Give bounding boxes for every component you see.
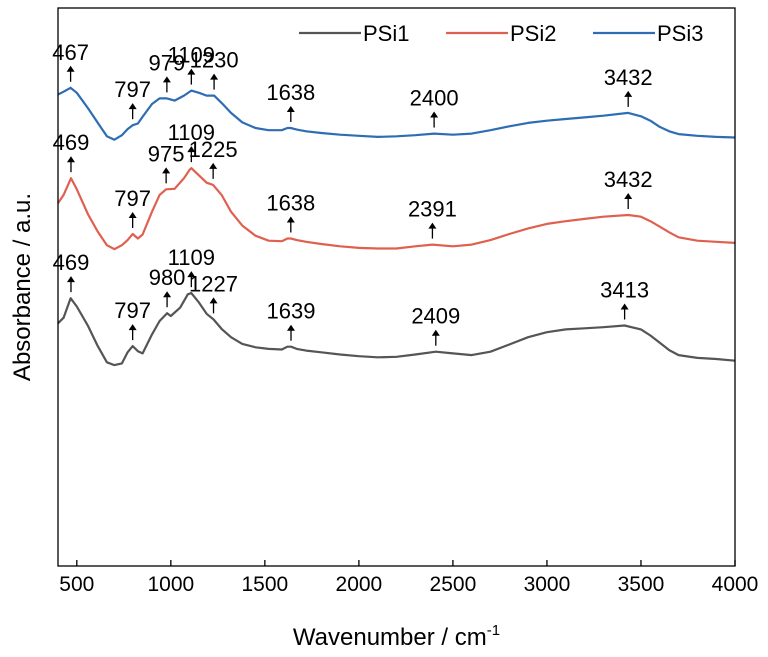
- x-axis-title: Wavenumber / cm-1: [293, 622, 500, 651]
- peak-arrow-head: [624, 193, 633, 200]
- series-line-psi1: [57, 292, 736, 367]
- peak-annotation-psi2-469: 469: [53, 130, 90, 173]
- x-tick-label: 1000: [147, 573, 194, 596]
- peak-annotation-psi3-979: 979: [149, 50, 186, 93]
- series-line-psi3: [57, 86, 736, 141]
- peak-label: 1230: [190, 48, 239, 73]
- peak-annotation-psi3-2400: 2400: [410, 86, 459, 128]
- peak-label: 3432: [604, 65, 653, 90]
- peak-label: 1638: [266, 190, 315, 215]
- x-tick-label: 500: [59, 573, 94, 596]
- legend-label: PSi3: [657, 21, 703, 46]
- peak-annotation-psi3-1109: 1109: [168, 43, 215, 85]
- peak-annotation-psi2-975: 975: [148, 141, 185, 184]
- peak-annotation-psi1-1109: 1109: [168, 245, 215, 288]
- peak-arrow-head: [187, 146, 196, 153]
- legend-label: PSi1: [363, 21, 409, 46]
- peak-annotation-psi2-1638: 1638: [266, 190, 315, 233]
- peak-label: 3413: [600, 278, 649, 303]
- x-tick-label: 2000: [336, 573, 383, 596]
- series-line-psi2: [57, 167, 736, 251]
- peak-arrow-head: [620, 303, 629, 310]
- peak-label: 797: [114, 298, 151, 323]
- peak-label: 2391: [408, 197, 457, 222]
- legend-label: PSi2: [510, 21, 556, 46]
- peak-label: 2409: [411, 304, 460, 329]
- x-axis-ticks: 500 1000 1500 2000 2500 3000 3500 4000: [59, 560, 758, 596]
- peak-label: 469: [53, 250, 90, 275]
- peak-arrow-head: [187, 68, 196, 75]
- peak-annotation-psi3-1638: 1638: [266, 80, 315, 122]
- peak-annotation-psi3-1230: 1230: [190, 48, 239, 90]
- x-axis-title-sup: -1: [487, 622, 500, 639]
- peak-annotation-psi1-2409: 2409: [411, 304, 460, 346]
- x-tick-label: 4000: [712, 573, 759, 596]
- peak-annotation-psi1-3413: 3413: [600, 278, 649, 320]
- peak-annotation-psi1-1639: 1639: [267, 299, 316, 341]
- peak-label: 1225: [189, 137, 238, 162]
- legend: PSi1 PSi2 PSi3: [299, 21, 703, 46]
- peak-label: 980: [149, 265, 186, 290]
- legend-item-psi3: PSi3: [593, 21, 703, 46]
- peak-annotation-psi1-980: 980: [149, 265, 186, 308]
- peak-annotation-psi2-797: 797: [114, 186, 151, 228]
- peak-annotation-psi2-3432: 3432: [604, 167, 653, 210]
- peak-label: 1109: [168, 43, 215, 68]
- peak-label: 975: [148, 141, 185, 166]
- series-layer: [57, 86, 736, 367]
- peak-arrow-head: [187, 271, 196, 278]
- peak-arrow-head: [624, 90, 633, 97]
- peak-label: 1109: [168, 120, 215, 145]
- peak-label: 797: [114, 77, 151, 102]
- peak-arrow-head: [209, 162, 218, 169]
- peak-label: 979: [149, 50, 186, 75]
- legend-item-psi2: PSi2: [446, 21, 556, 46]
- peak-annotation-psi3-3432: 3432: [604, 65, 653, 107]
- peak-label: 469: [53, 130, 90, 155]
- peak-label: 1227: [189, 271, 238, 296]
- peak-arrow-head: [431, 329, 440, 336]
- peak-annotation-psi1-469: 469: [53, 250, 90, 293]
- peak-arrow-head: [286, 216, 295, 223]
- peak-arrow-head: [210, 73, 219, 80]
- peak-annotation-psi2-2391: 2391: [408, 197, 457, 239]
- x-tick-label: 3000: [524, 573, 571, 596]
- peak-label: 797: [114, 186, 151, 211]
- peak-annotation-psi3-797: 797: [114, 77, 151, 120]
- peak-label: 3432: [604, 167, 653, 192]
- peak-arrow-head: [66, 156, 75, 163]
- peak-annotation-psi1-1227: 1227: [189, 271, 238, 314]
- peak-label: 2400: [410, 86, 459, 111]
- peak-arrow-head: [128, 324, 137, 331]
- x-tick-label: 3500: [618, 573, 665, 596]
- peak-arrow-head: [128, 211, 137, 218]
- peak-annotation-psi2-1225: 1225: [189, 137, 238, 179]
- peak-arrow-head: [287, 324, 296, 331]
- peak-annotation-psi2-1109: 1109: [168, 120, 215, 163]
- peak-arrow-head: [66, 276, 75, 283]
- peak-arrow-head: [286, 105, 295, 112]
- peak-label: 1638: [266, 80, 315, 105]
- peak-label: 1639: [267, 299, 316, 324]
- peak-arrow-head: [209, 297, 218, 304]
- peak-arrow-head: [163, 291, 172, 298]
- peak-arrow-head: [162, 76, 171, 83]
- y-axis-title: Absorbance / a.u.: [9, 193, 36, 381]
- x-tick-label: 2500: [430, 573, 477, 596]
- peak-arrow-head: [430, 111, 439, 118]
- x-axis-title-main: Wavenumber / cm: [293, 624, 487, 651]
- peak-arrow-head: [428, 222, 437, 229]
- plot-frame: [57, 7, 736, 567]
- peak-label: 1109: [168, 245, 215, 270]
- peak-annotation-psi1-797: 797: [114, 298, 151, 341]
- x-tick-label: 1500: [242, 573, 289, 596]
- peak-arrow-head: [66, 65, 75, 72]
- peak-arrow-head: [162, 167, 171, 174]
- legend-item-psi1: PSi1: [299, 21, 409, 46]
- peak-arrow-head: [128, 103, 137, 110]
